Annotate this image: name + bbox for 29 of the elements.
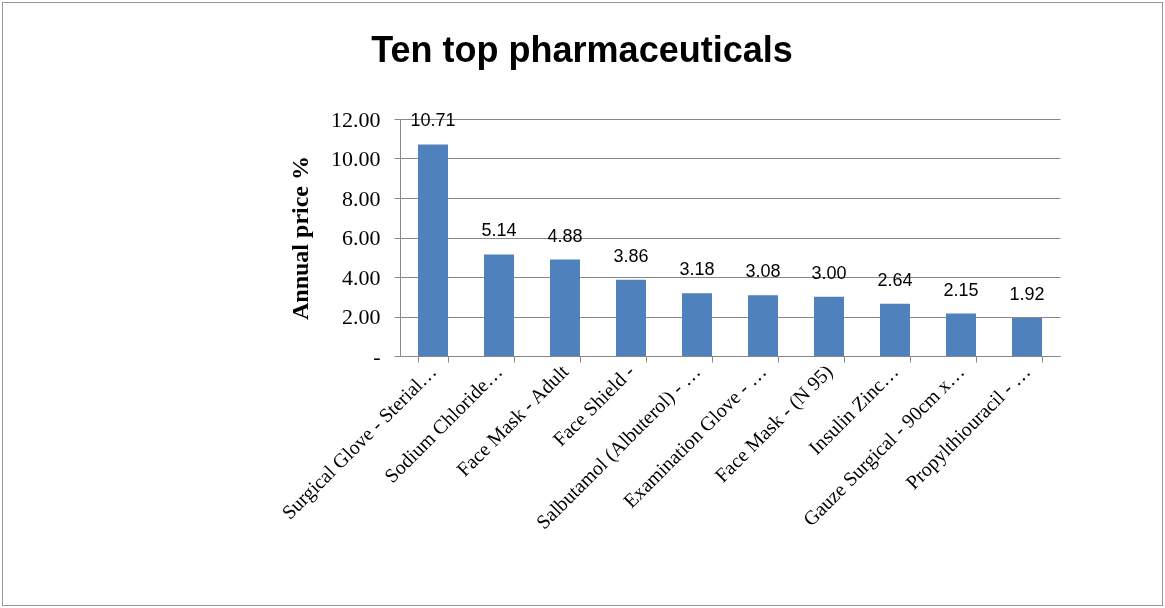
y-tick-label: 8.00 xyxy=(342,185,381,211)
data-label: 5.14 xyxy=(481,220,517,241)
data-label: 3.18 xyxy=(679,259,715,280)
bar xyxy=(418,144,448,356)
data-label: 2.64 xyxy=(877,269,913,290)
data-label: 3.86 xyxy=(613,245,649,266)
data-label: 10.71 xyxy=(410,110,456,131)
bar xyxy=(1012,318,1042,356)
bar xyxy=(814,296,844,356)
bar xyxy=(880,303,910,356)
y-tick-label: 10.00 xyxy=(331,146,381,171)
data-label: 1.92 xyxy=(1009,284,1045,305)
bar xyxy=(682,293,712,356)
bar xyxy=(616,279,646,356)
y-axis-title: Annual price % xyxy=(287,155,313,321)
data-label: 3.08 xyxy=(745,261,781,282)
bar xyxy=(946,313,976,356)
bar xyxy=(484,254,514,356)
bar xyxy=(550,259,580,356)
bar xyxy=(748,295,778,356)
y-tick-label: - xyxy=(373,343,381,369)
chart-title: Ten top pharmaceuticals xyxy=(371,29,793,70)
data-label: 2.15 xyxy=(943,279,979,300)
y-tick-label: 12.00 xyxy=(331,106,381,132)
y-tick-label: 2.00 xyxy=(342,304,381,329)
y-tick-label: 4.00 xyxy=(342,264,381,290)
data-label: 4.88 xyxy=(547,225,583,246)
data-label: 3.00 xyxy=(811,262,847,283)
y-tick-label: 6.00 xyxy=(342,225,381,250)
